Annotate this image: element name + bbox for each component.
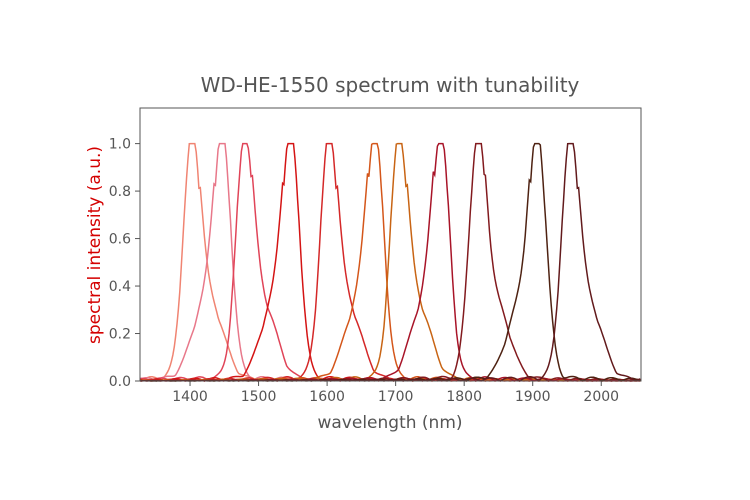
y-tick-label: 0.4 bbox=[109, 279, 131, 295]
x-tick-label: 2000 bbox=[583, 389, 619, 405]
series-line-1955 bbox=[140, 142, 641, 382]
x-tick-label: 1800 bbox=[446, 389, 482, 405]
y-tick-label: 0.8 bbox=[109, 184, 131, 200]
y-tick-label: 0.2 bbox=[109, 327, 131, 343]
x-tick-label: 1500 bbox=[241, 389, 277, 405]
y-tick-label: 0.6 bbox=[109, 232, 131, 248]
plot-frame bbox=[139, 107, 642, 382]
x-axis-label: wavelength (nm) bbox=[317, 413, 462, 433]
x-tick-label: 1900 bbox=[515, 389, 551, 405]
x-tick-label: 1400 bbox=[172, 389, 208, 405]
x-tick-label: 1700 bbox=[378, 389, 414, 405]
y-tick-label: 1.0 bbox=[109, 137, 131, 153]
ticks-group: 1400 1500 1600 1700 1800 1900 2000 0.0 0.2 0.4 0.6… bbox=[109, 137, 619, 405]
chart-title: WD-HE-1550 spectrum with tunability bbox=[201, 73, 580, 97]
y-axis-label: spectral intensity (a.u.) bbox=[85, 146, 105, 344]
y-tick-label: 0.0 bbox=[109, 374, 131, 390]
series-group bbox=[139, 142, 641, 382]
x-tick-label: 1600 bbox=[309, 389, 345, 405]
